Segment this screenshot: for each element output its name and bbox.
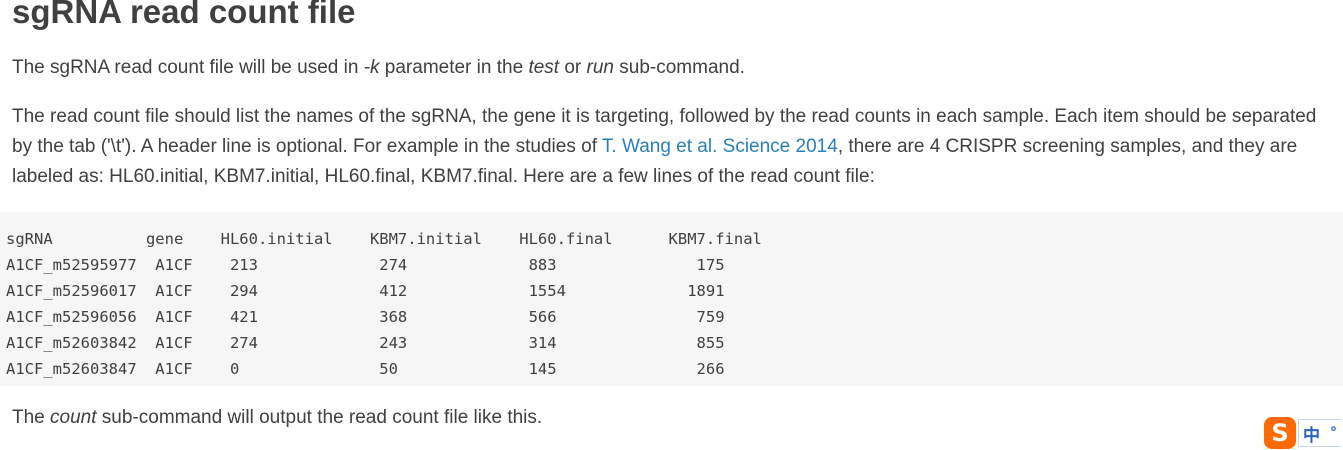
sogou-logo-icon[interactable]: S (1264, 417, 1296, 449)
test-command: test (528, 57, 560, 78)
paper-link[interactable]: T. Wang et al. Science 2014 (601, 136, 838, 157)
intro-text-4: sub-command. (613, 57, 745, 78)
ime-status-panel[interactable]: 中 ° (1298, 419, 1341, 447)
read-count-sample: sgRNA gene HL60.initial KBM7.initial HL6… (6, 230, 762, 378)
ime-punctuation-toggle[interactable]: ° (1330, 425, 1337, 441)
ime-toolbar[interactable]: S 中 ° (1264, 416, 1343, 450)
outro-text-2: sub-command will output the read count f… (96, 407, 543, 428)
intro-text-2: parameter in the (379, 57, 529, 78)
count-command: count (50, 407, 97, 428)
run-command: run (586, 57, 614, 78)
description-text-2: , there are 4 CRISPR screening samples, … (12, 136, 1298, 187)
section-heading: sgRNA read count file (12, 0, 356, 30)
ime-chinese-mode-toggle[interactable]: 中 (1303, 425, 1320, 446)
outro-text-1: The (12, 407, 51, 428)
param-k: -k (363, 57, 380, 78)
description-paragraph: The read count file should list the name… (12, 102, 1338, 192)
outro-paragraph: The count sub-command will output the re… (12, 403, 542, 433)
code-block: sgRNA gene HL60.initial KBM7.initial HL6… (0, 212, 1343, 386)
description-text-1: The read count file should list the name… (12, 106, 1317, 157)
intro-text-1: The sgRNA read count file will be used i… (12, 57, 364, 78)
intro-text-3: or (559, 57, 587, 78)
intro-paragraph: The sgRNA read count file will be used i… (12, 53, 745, 83)
